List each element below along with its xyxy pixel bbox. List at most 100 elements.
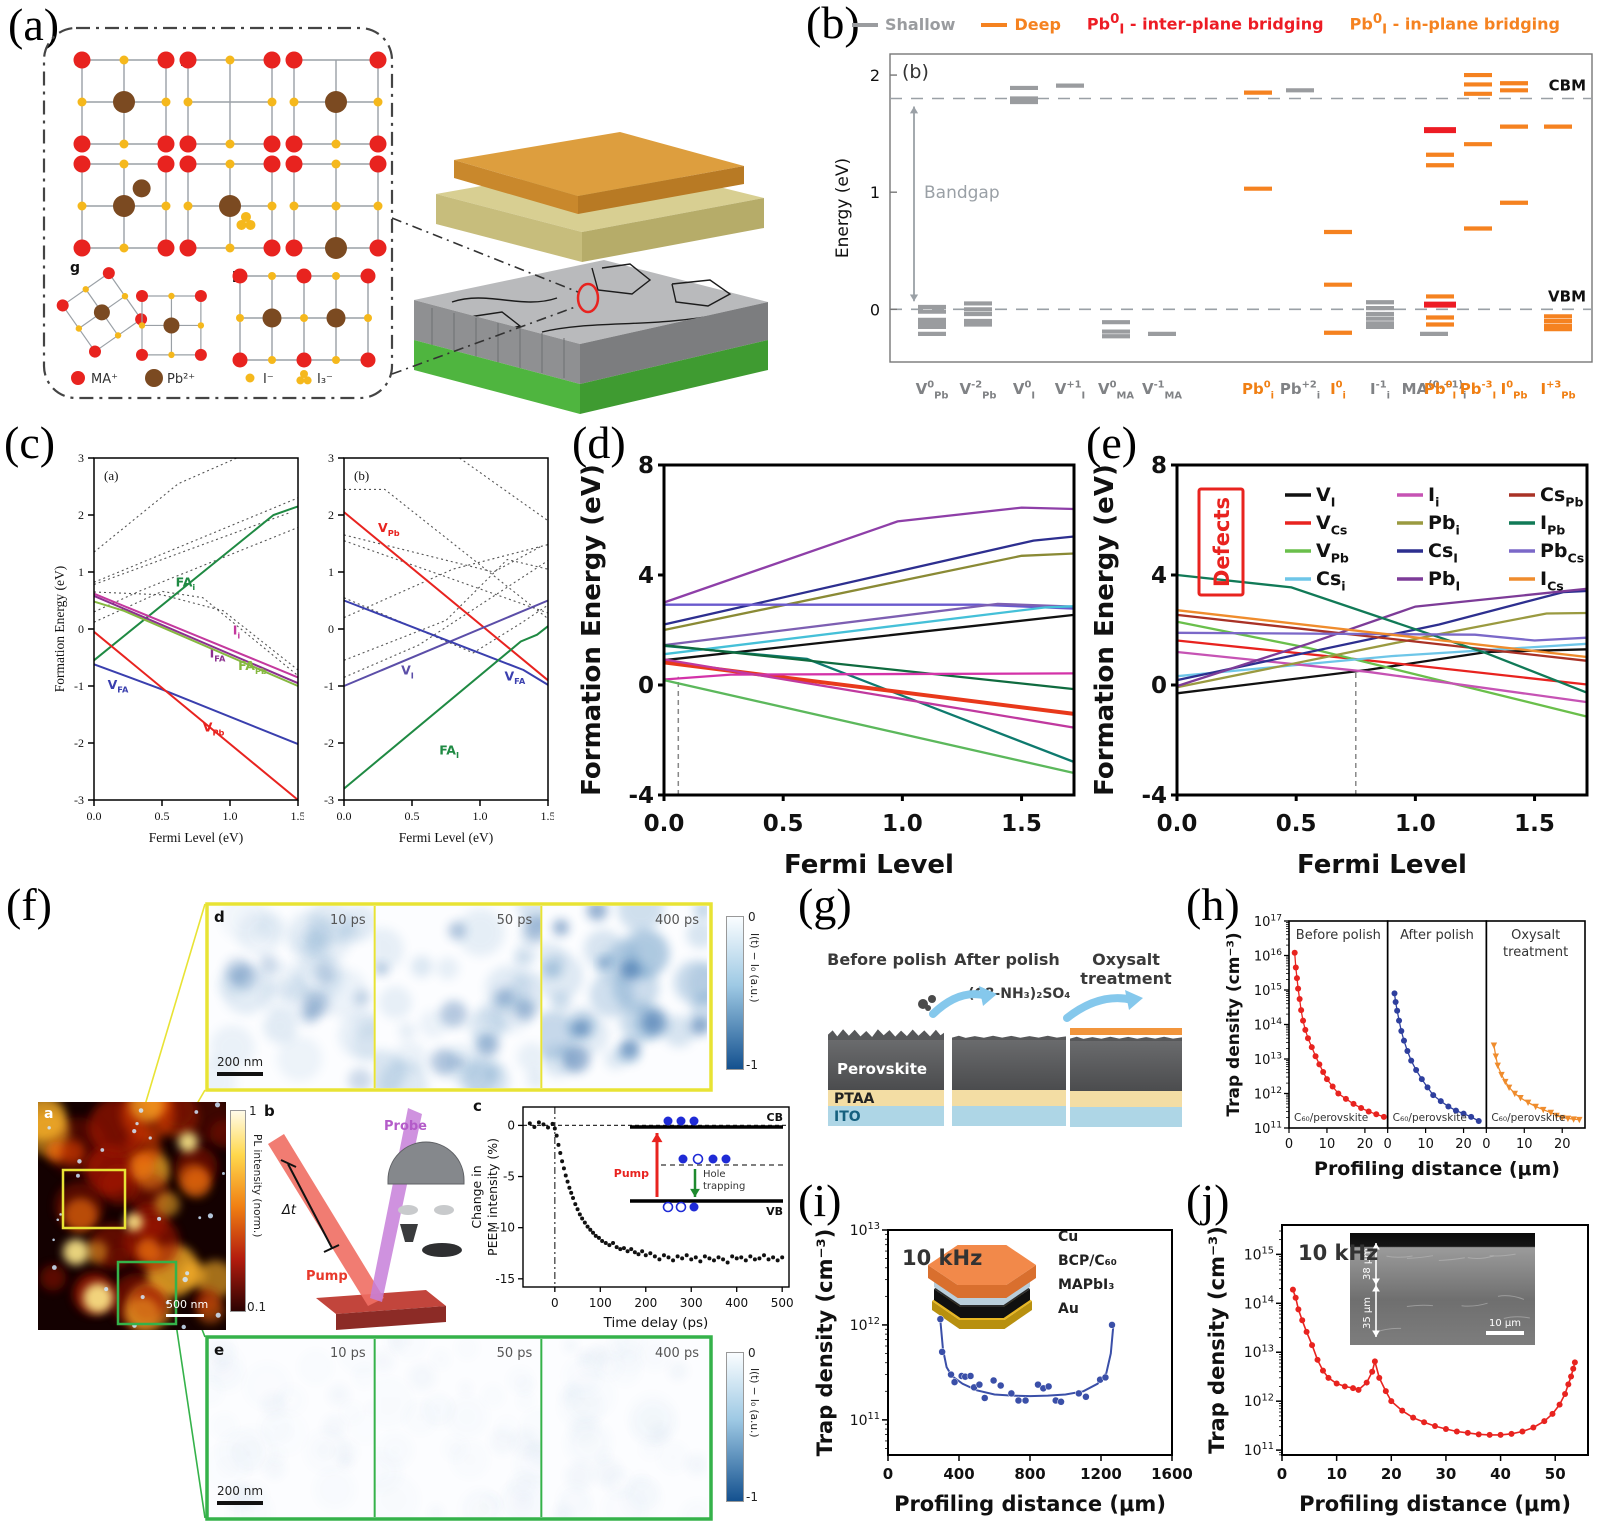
data-point [51, 1265, 57, 1270]
ito-layer [828, 1106, 944, 1126]
label-text: Oxysalt [1511, 928, 1560, 943]
arrowhead [1372, 1243, 1380, 1250]
tspan: 10 [1254, 1053, 1271, 1068]
label-text: FAI [439, 742, 459, 760]
atom [135, 313, 148, 326]
data-point [558, 1151, 563, 1156]
plot-shape [1406, 1255, 1434, 1259]
series-Pb_I [663, 506, 1075, 604]
label-text: VB [766, 1205, 783, 1218]
label-text: 1.0 [882, 811, 923, 837]
data-series [343, 560, 549, 678]
substrate-green [580, 340, 768, 414]
atom [267, 201, 277, 211]
atom [289, 97, 299, 107]
data-point [1314, 1356, 1321, 1363]
series-Pb_I [1176, 587, 1588, 688]
legend-label: Shallow [885, 15, 956, 35]
label-text: I0i [1330, 379, 1346, 401]
label-text: I⁻ [263, 372, 274, 387]
label-text: 0 [870, 300, 880, 319]
data-point [686, 962, 708, 1005]
tspan: 15 [1270, 983, 1282, 993]
row-frame [205, 1335, 713, 1521]
data-point [135, 1121, 139, 1126]
tspan: 16 [1270, 948, 1282, 958]
tspan: 13 [1270, 1052, 1282, 1062]
atom [326, 308, 346, 328]
label-text: Cu [1058, 1229, 1078, 1245]
ptaa-layer [828, 1090, 944, 1106]
label-text: 0 [883, 1465, 893, 1483]
data-point [375, 1049, 406, 1088]
tspan: 10 [1244, 1345, 1262, 1361]
ptaa-layer [1070, 1091, 1182, 1107]
label-text: 1012 [1244, 1392, 1274, 1410]
tspan: Pb [1242, 380, 1264, 398]
perovskite-layer [952, 1040, 1066, 1090]
label-text: c [473, 1097, 482, 1115]
panel-e-label: (e) [1086, 417, 1138, 468]
panel-d-label: (d) [572, 417, 626, 468]
lattice-grain-boundary: g [56, 260, 207, 361]
plot-frame [93, 457, 299, 801]
data-point [1369, 1368, 1376, 1375]
label-text: 300 [680, 1296, 703, 1310]
data-point [569, 1190, 574, 1195]
data-point [1044, 1382, 1053, 1391]
panel-a-label: (a) [8, 0, 60, 50]
polish-arrows [918, 986, 1143, 1022]
label-text: 0 [1384, 1137, 1392, 1152]
pl-intensity-map: a 500 nm [38, 1102, 226, 1330]
data-point [1034, 1380, 1042, 1389]
smooth-surface [1070, 1036, 1182, 1041]
peem-image [554, 1339, 708, 1517]
label-text: 1.5 [541, 809, 555, 823]
data-point [263, 1009, 298, 1044]
data-point [135, 1238, 161, 1263]
legend-swatch [981, 22, 1008, 27]
data-point [580, 1216, 585, 1221]
label-text: 20 [1455, 1137, 1472, 1152]
pl-colorbar-min: 0.1 [247, 1300, 267, 1314]
tspan: Cs [1540, 484, 1565, 506]
pump-probe-schematic: b Probe Pump Δt [264, 1102, 465, 1330]
data-point [194, 1110, 199, 1114]
data-point [640, 1249, 645, 1254]
electron [689, 1202, 699, 1212]
data-point [348, 1068, 373, 1088]
label-text: FAi [176, 574, 196, 592]
data-point [565, 1462, 594, 1490]
arrowhead [1372, 1330, 1380, 1337]
data-series [93, 511, 292, 586]
atom [225, 55, 235, 65]
data-point [702, 1254, 707, 1259]
grain-top [414, 260, 768, 344]
label-text: 1012 [850, 1316, 880, 1334]
atom [263, 135, 281, 153]
data-point [524, 915, 541, 942]
data-point [1413, 1066, 1420, 1073]
data-point [536, 1120, 541, 1125]
label-text: 10 [1516, 1137, 1533, 1152]
data-point [1014, 1396, 1023, 1405]
data-point [590, 1345, 611, 1366]
label-text: VFA [108, 677, 129, 695]
tspan: Pb [1424, 380, 1446, 398]
atom [360, 268, 376, 284]
data-point [1492, 1053, 1500, 1060]
atom [75, 325, 83, 332]
label-text: CsI [1428, 540, 1458, 566]
data-point [686, 920, 708, 949]
data-point [1057, 1398, 1065, 1406]
scale-bar [1486, 1331, 1524, 1335]
atom [263, 51, 281, 69]
label-text: Δt [281, 1203, 297, 1218]
atom [267, 97, 277, 107]
tspan: Pb [1331, 551, 1349, 566]
atom [296, 268, 312, 284]
atom [360, 352, 376, 368]
label-text: 2 [328, 508, 334, 522]
label-text: 35 μm [1362, 1297, 1373, 1329]
electron [678, 1154, 688, 1164]
